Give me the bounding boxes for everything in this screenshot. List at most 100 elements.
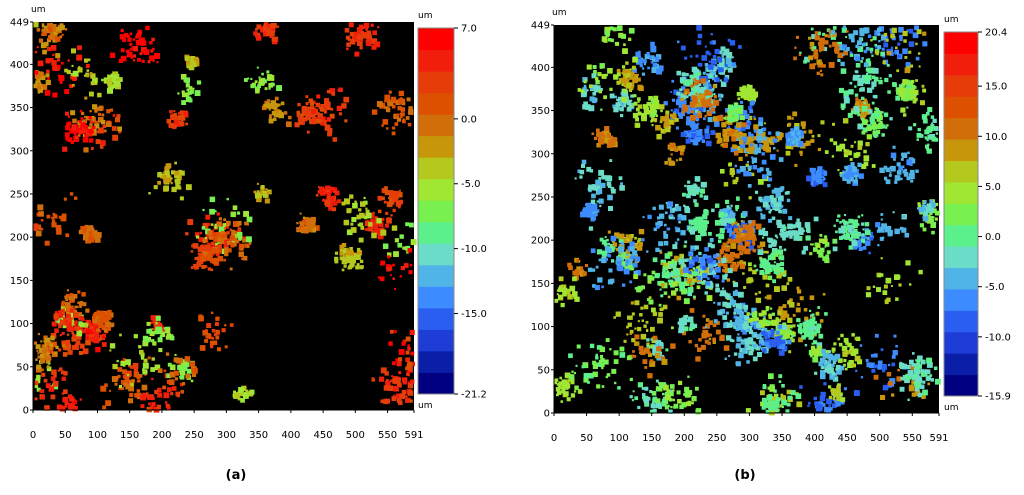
heatmap-cell (658, 387, 663, 392)
heatmap-cell (119, 59, 123, 63)
heatmap-cell (644, 305, 649, 310)
heatmap-cell (117, 367, 122, 372)
heatmap-cell (585, 104, 591, 110)
heatmap-cell (805, 222, 811, 228)
heatmap-cell (855, 70, 858, 73)
heatmap-cell (917, 133, 922, 138)
heatmap-cell (906, 107, 908, 109)
heatmap-cell (146, 392, 149, 395)
heatmap-cell (131, 56, 134, 59)
heatmap-cell (613, 242, 617, 246)
heatmap-cell (36, 375, 41, 380)
heatmap-cell (76, 347, 79, 350)
heatmap-cell (348, 265, 352, 269)
heatmap-cell (610, 94, 615, 99)
heatmap-cell (878, 80, 882, 84)
heatmap-cell (608, 140, 613, 145)
heatmap-cell (863, 246, 867, 250)
heatmap-cell (845, 341, 849, 345)
heatmap-cell (670, 91, 672, 93)
heatmap-cell (207, 230, 212, 235)
heatmap-cell (106, 122, 112, 128)
x-unit-label: um (418, 401, 432, 411)
heatmap-cell (377, 101, 383, 107)
heatmap-cell (610, 279, 615, 284)
heatmap-cell (763, 137, 767, 141)
heatmap-cell (80, 344, 85, 349)
heatmap-cell (636, 124, 640, 128)
heatmap-cell (686, 401, 691, 406)
heatmap-cell (871, 124, 877, 130)
heatmap-cell (766, 168, 769, 171)
heatmap-cell (775, 254, 778, 257)
heatmap-cell (110, 53, 115, 58)
heatmap-cell (726, 254, 731, 259)
heatmap-cell (758, 179, 764, 185)
heatmap-cell (684, 298, 690, 304)
heatmap-cell (655, 402, 661, 408)
heatmap-cell (677, 399, 682, 404)
heatmap-cell (608, 268, 612, 272)
heatmap-cell (870, 117, 875, 122)
heatmap-cell (629, 28, 635, 34)
heatmap-cell (88, 236, 94, 242)
heatmap-cell (211, 242, 214, 245)
heatmap-cell (142, 60, 145, 63)
heatmap-cell (92, 121, 94, 123)
heatmap-cell (154, 390, 158, 394)
heatmap-cell (210, 197, 216, 203)
heatmap-cell (792, 324, 795, 327)
heatmap-cell (660, 116, 665, 121)
heatmap-cell (634, 328, 636, 330)
heatmap-cell (824, 40, 828, 44)
heatmap-cell (157, 172, 162, 177)
heatmap-cell (340, 245, 345, 250)
heatmap-cell (100, 145, 104, 149)
heatmap-cell (383, 399, 388, 404)
heatmap-cell (796, 36, 799, 39)
heatmap-cell (309, 114, 312, 117)
heatmap-cell (763, 128, 767, 132)
heatmap-cell (705, 134, 711, 140)
heatmap-cell (203, 239, 207, 243)
heatmap-cell (60, 23, 64, 27)
heatmap-cell (48, 26, 52, 30)
heatmap-cell (714, 121, 720, 127)
heatmap-cell (672, 99, 675, 102)
heatmap-cell (829, 45, 832, 48)
heatmap-cell (825, 150, 829, 154)
heatmap-cell (34, 71, 38, 75)
heatmap-cell (261, 73, 264, 76)
heatmap-cell (765, 297, 767, 299)
heatmap-cell (237, 221, 242, 226)
heatmap-cell (735, 290, 738, 293)
heatmap-cell (673, 399, 676, 402)
heatmap-cell (99, 316, 102, 319)
heatmap-cell (259, 79, 264, 84)
heatmap-cell (586, 89, 588, 91)
heatmap-cell (177, 394, 180, 397)
heatmap-cell (89, 231, 93, 235)
heatmap-cell (851, 39, 855, 43)
heatmap-cell (854, 85, 856, 87)
heatmap-cell (849, 90, 852, 93)
heatmap-cell (599, 139, 604, 144)
heatmap-cell (845, 36, 847, 38)
heatmap-cell (870, 51, 872, 53)
heatmap-cell (345, 259, 349, 263)
heatmap-cell (751, 279, 754, 282)
heatmap-cell (638, 56, 641, 59)
heatmap-cell (691, 402, 694, 405)
heatmap-cell (256, 35, 261, 40)
heatmap-cell (811, 174, 815, 178)
heatmap-cell (81, 292, 86, 297)
heatmap-cell (918, 128, 921, 131)
heatmap-cell (785, 333, 790, 338)
heatmap-cell (42, 25, 45, 28)
heatmap-cell (60, 81, 63, 84)
heatmap-cell (386, 267, 390, 271)
heatmap-cell (35, 382, 38, 385)
heatmap-cell (410, 352, 414, 356)
